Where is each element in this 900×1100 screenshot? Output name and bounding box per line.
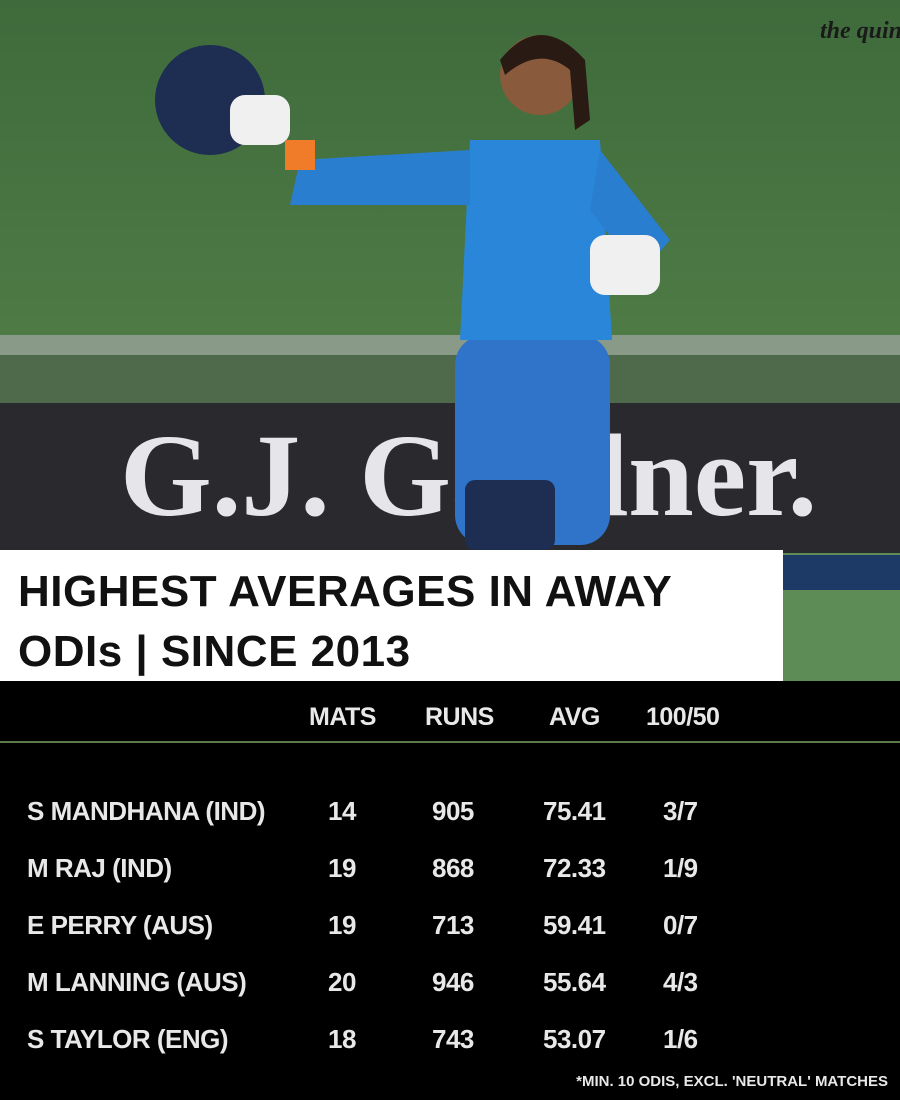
stat-cell: 946 xyxy=(432,967,474,997)
stat-cell: 14 xyxy=(328,796,356,826)
player-name: E PERRY (AUS) xyxy=(27,910,213,940)
stat-cell: 905 xyxy=(432,796,474,826)
column-header: MATS xyxy=(309,703,376,731)
stat-cell: 743 xyxy=(432,1024,474,1054)
title: HIGHEST AVERAGES IN AWAY ODIs | SINCE 20… xyxy=(0,550,783,681)
player-name: S MANDHANA (IND) xyxy=(27,796,266,826)
stat-cell: 75.41 xyxy=(543,796,606,826)
photo: G.J. Gardner. the quint xyxy=(0,0,900,681)
stat-cell: 713 xyxy=(432,910,474,940)
player-name: S TAYLOR (ENG) xyxy=(27,1024,229,1054)
logo: the quint xyxy=(820,18,900,44)
stat-cell: 20 xyxy=(328,967,356,997)
player xyxy=(155,35,670,550)
header-rule xyxy=(0,741,900,743)
column-header: 100/50 xyxy=(646,703,720,731)
stat-cell: 1/6 xyxy=(663,1024,698,1054)
column-header: RUNS xyxy=(425,703,494,731)
stat-cell: 3/7 xyxy=(663,796,698,826)
column-header: AVG xyxy=(549,703,600,731)
stat-cell: 53.07 xyxy=(543,1024,606,1054)
stat-cell: 59.41 xyxy=(543,910,606,940)
stats-table: *MIN. 10 ODIS, EXCL. 'NEUTRAL' MATCHES M… xyxy=(0,681,900,1100)
player-name: M LANNING (AUS) xyxy=(27,967,247,997)
stat-cell: 1/9 xyxy=(663,853,698,883)
fence-lower xyxy=(0,355,900,405)
stat-cell: 19 xyxy=(328,853,356,883)
stat-cell: 19 xyxy=(328,910,356,940)
fence xyxy=(0,335,900,355)
player-name: M RAJ (IND) xyxy=(27,853,172,883)
footnote: *MIN. 10 ODIS, EXCL. 'NEUTRAL' MATCHES xyxy=(576,1073,888,1090)
banner xyxy=(0,403,900,553)
stat-cell: 72.33 xyxy=(543,853,606,883)
stat-cell: 18 xyxy=(328,1024,356,1054)
stat-cell: 55.64 xyxy=(543,967,606,997)
board xyxy=(783,555,900,590)
stat-cell: 4/3 xyxy=(663,967,698,997)
stat-cell: 0/7 xyxy=(663,910,698,940)
stat-cell: 868 xyxy=(432,853,474,883)
